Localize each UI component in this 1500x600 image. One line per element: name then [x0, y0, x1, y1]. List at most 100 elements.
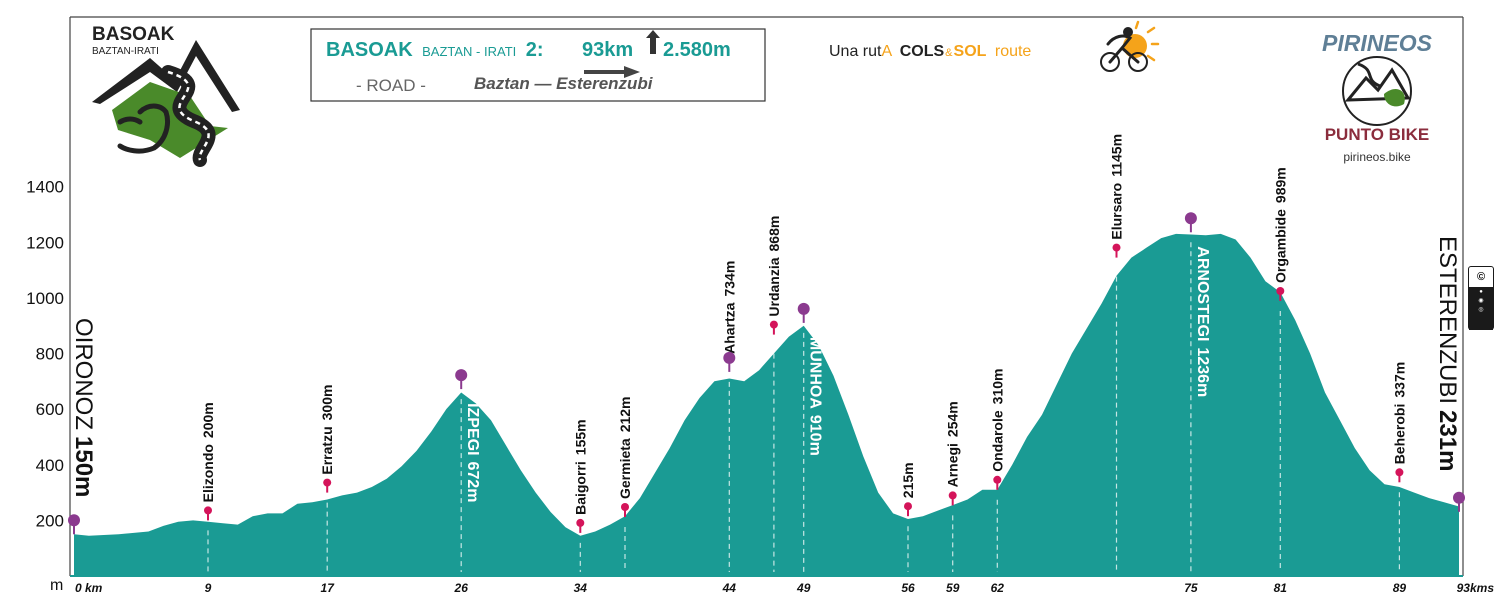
x-tick-label: 44	[722, 581, 737, 595]
waypoint-label: Urdanzia 868m	[766, 216, 782, 317]
route-arrow-icon	[584, 66, 640, 78]
waypoint-label: Elursaro 1145m	[1109, 134, 1125, 240]
waypoint-marker	[455, 369, 468, 382]
waypoint-name: Elursaro	[1109, 183, 1125, 240]
waypoint-elevation: 910m	[807, 415, 824, 456]
punto-bike-leaf-icon	[1384, 89, 1405, 107]
route-info-box: BASOAK BAZTAN - IRATI 2: 93km 2.580m - R…	[310, 28, 766, 102]
waypoint-marker	[204, 506, 212, 515]
brand-cols: COLS	[900, 43, 945, 60]
basoak-logo: BASOAK BAZTAN-IRATI	[92, 24, 240, 167]
route-info-subtitle: BAZTAN - IRATI	[422, 44, 516, 59]
x-tick-label: 34	[574, 581, 588, 595]
waypoint-label: MUNHOA 910m	[807, 337, 824, 456]
waypoint-name: ARNOSTEGI	[1194, 246, 1211, 341]
x-tick-label: 59	[946, 581, 960, 595]
route-info-type: - ROAD -	[356, 76, 426, 95]
x-tick-label: 93kms	[1457, 581, 1495, 595]
brand-a: A	[881, 43, 892, 60]
punto-bike-name: PUNTO BIKE	[1325, 125, 1430, 144]
x-tick-label: 89	[1393, 581, 1407, 595]
waypoint-label: Elizondo 200m	[200, 402, 216, 502]
waypoint-name: Ahartza	[721, 302, 737, 354]
waypoint-name: Elizondo	[200, 444, 216, 502]
waypoint-name: MUNHOA	[807, 337, 824, 409]
waypoint-text: Arnegi 254m	[945, 401, 961, 487]
waypoint-label: Ondarole 310m	[989, 369, 1005, 472]
y-tick-label: 600	[36, 400, 64, 419]
waypoint-marker	[1276, 287, 1285, 295]
elevation-area	[74, 233, 1459, 576]
waypoint-marker	[1184, 212, 1197, 225]
brand-prefix: Una rut	[829, 43, 882, 60]
basoak-cyclist-icon	[117, 103, 170, 154]
y-tick-label: 1200	[26, 233, 64, 252]
route-info-title-line: BASOAK BAZTAN - IRATI 2:	[326, 39, 544, 61]
punto-bike-logo: PIRINEOS PUNTO BIKE pirineos.bike	[1322, 30, 1433, 164]
waypoint-elevation: 1145m	[1109, 134, 1125, 177]
y-tick-label: 200	[36, 511, 64, 530]
waypoint-elevation: 1236m	[1194, 347, 1211, 397]
waypoint-text: Germieta 212m	[617, 396, 633, 499]
waypoint-text: Elizondo 200m	[200, 402, 216, 502]
waypoint-marker	[68, 514, 80, 527]
waypoint-marker	[1395, 468, 1404, 477]
brand-amp: &	[945, 47, 953, 59]
route-info-distance: 93km	[582, 39, 633, 61]
waypoint-marker	[621, 503, 629, 511]
sun-rays-icon	[1134, 20, 1160, 62]
waypoint-text: Orgambide 989m	[1272, 167, 1288, 283]
waypoint-marker	[1112, 243, 1121, 252]
waypoint-elevation: 200m	[200, 402, 216, 438]
waypoint-label: IZPEGI 672m	[464, 403, 481, 502]
waypoint-elevation: 734m	[721, 261, 737, 297]
x-tick-label: 17	[321, 581, 336, 595]
waypoint-text: Baigorri 155m	[572, 419, 588, 515]
cyclist-sun-icon	[1100, 20, 1160, 72]
col-label: ARNOSTEGI 1236m	[1194, 246, 1211, 397]
x-tick-label: 9	[205, 581, 212, 595]
waypoint-text: 215m	[900, 462, 916, 498]
x-tick-label: 75	[1184, 581, 1198, 595]
waypoint-label: Germieta 212m	[617, 396, 633, 499]
waypoint-elevation: 155m	[572, 419, 588, 455]
brand-text: Una rutA COLS&SOL route	[829, 43, 1031, 60]
x-guide-lines	[207, 242, 1401, 572]
waypoint-text: Erratzu 300m	[319, 385, 335, 475]
waypoint-name: Ondarole	[989, 410, 1005, 472]
route-info-climb: 2.580m	[663, 39, 731, 61]
waypoint-name: Orgambide	[1272, 209, 1288, 283]
punto-bike-url: pirineos.bike	[1343, 150, 1411, 164]
waypoint-marker	[948, 491, 957, 500]
waypoint-marker	[576, 518, 585, 527]
x-tick-label: 0 km	[75, 581, 103, 595]
waypoint-elevation: 672m	[464, 462, 481, 503]
col-label: MUNHOA 910m	[807, 337, 824, 456]
waypoint-elevation: 300m	[319, 385, 335, 421]
y-axis-ticks: 200 400 600 800 1000 1200 1400	[26, 178, 64, 531]
waypoint-labels: OIRONOZ 150m Elizondo 200m Erratzu 300m IZPEGI…	[70, 134, 1461, 515]
brand-sol: SOL	[954, 43, 987, 60]
punto-bike-road-icon	[1357, 62, 1381, 88]
route-info-stage: 2:	[526, 39, 544, 61]
col-label: IZPEGI 672m	[464, 403, 481, 502]
cyclist-wheel-front-icon	[1100, 52, 1120, 72]
waypoint-name: Germieta	[617, 438, 633, 499]
waypoint-name: Erratzu	[319, 426, 335, 474]
waypoint-label: Erratzu 300m	[319, 385, 335, 475]
x-axis-ticks: 0 km 9 17 26 34 44 49 56 59 62 75 81 89 93kms	[75, 581, 1494, 595]
waypoint-marker	[323, 478, 332, 487]
y-tick-label: 800	[36, 345, 64, 364]
waypoint-name: OIRONOZ	[70, 318, 97, 430]
waypoint-elevation: 989m	[1272, 167, 1288, 203]
y-axis-unit: m	[50, 577, 63, 594]
waypoint-text: Ondarole 310m	[989, 369, 1005, 472]
waypoint-elevation: 215m	[900, 462, 916, 498]
waypoint-name: Urdanzia	[766, 257, 782, 316]
brand-route: route	[995, 43, 1032, 60]
waypoint-label: ARNOSTEGI 1236m	[1194, 246, 1211, 397]
x-tick-label: 49	[796, 581, 811, 595]
waypoint-label: Beherobi 337m	[1391, 362, 1407, 465]
endpoint-label: ESTERENZUBI 231m	[1434, 236, 1461, 471]
